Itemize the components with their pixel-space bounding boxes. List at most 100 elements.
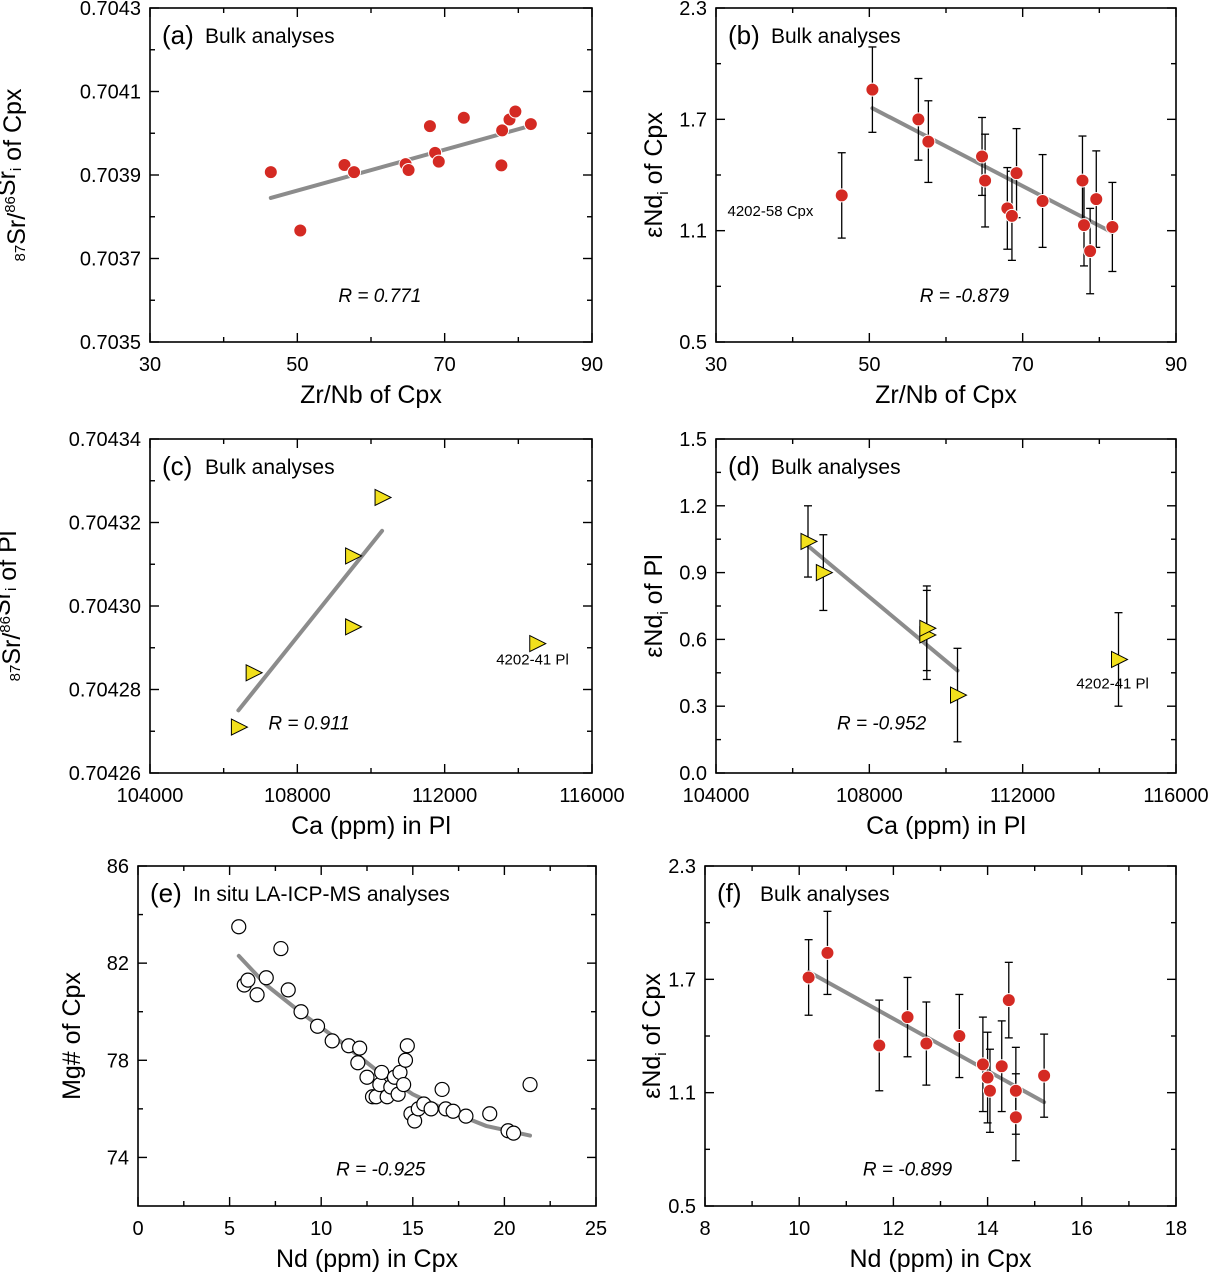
x-axis-label: Zr/Nb of Cpx xyxy=(875,381,1017,409)
y-tick-label: 0.70434 xyxy=(69,429,141,451)
x-tick-label: 10 xyxy=(788,1218,810,1240)
data-point xyxy=(1008,1083,1023,1098)
data-point xyxy=(919,619,937,638)
x-tick-label: 112000 xyxy=(990,785,1055,807)
data-point xyxy=(1111,650,1129,669)
data-point xyxy=(952,1029,967,1043)
y-tick-label: 0.70426 xyxy=(69,763,141,785)
panel-label: (b) xyxy=(728,20,760,50)
data-point xyxy=(1089,192,1104,207)
data-point xyxy=(399,1038,415,1054)
x-tick-label: 16 xyxy=(1071,1218,1093,1240)
x-tick-label: 108000 xyxy=(836,785,903,807)
x-tick-label: 70 xyxy=(1012,354,1034,376)
data-point xyxy=(494,158,509,173)
data-point xyxy=(249,987,265,1003)
x-tick-label: 50 xyxy=(286,354,308,376)
x-tick-label: 108000 xyxy=(264,785,331,807)
x-axis-label: Ca (ppm) in Pl xyxy=(291,812,451,840)
data-point xyxy=(458,1108,474,1124)
correlation-coefficient: R = -0.899 xyxy=(863,1159,953,1180)
y-tick-label: 0.7035 xyxy=(80,332,141,354)
y-tick-label: 1.5 xyxy=(679,429,707,451)
y-tick-label: 0.7037 xyxy=(80,249,141,271)
data-point xyxy=(230,718,249,736)
data-point xyxy=(345,618,363,636)
y-axis-label: εNdi of Pl xyxy=(640,554,672,657)
data-point xyxy=(1105,219,1120,234)
y-tick-label: 0.7041 xyxy=(80,82,141,104)
x-tick-label: 112000 xyxy=(412,785,477,807)
data-point xyxy=(345,547,363,565)
data-point xyxy=(1008,1110,1023,1125)
data-point xyxy=(911,112,926,127)
data-point xyxy=(482,1106,498,1122)
regression-line xyxy=(806,543,960,673)
panel-title: In situ LA-ICP-MS analyses xyxy=(193,883,450,906)
x-tick-label: 10 xyxy=(310,1218,332,1240)
correlation-coefficient: R = -0.952 xyxy=(837,714,927,735)
x-axis-label: Nd (ppm) in Cpx xyxy=(276,1245,458,1273)
data-point xyxy=(975,1057,990,1072)
data-point xyxy=(1035,193,1050,208)
y-tick-label: 82 xyxy=(107,953,129,975)
x-tick-label: 104000 xyxy=(117,785,184,807)
x-tick-label: 70 xyxy=(434,354,456,376)
x-axis-label: Zr/Nb of Cpx xyxy=(300,381,442,409)
y-axis-label-text: 87Sr/86Sri of Pl xyxy=(0,531,26,682)
plot-frame xyxy=(715,438,1177,774)
y-axis-label: 87Sr/86Sri of Cpx xyxy=(0,88,31,261)
x-tick-label: 8 xyxy=(699,1218,710,1240)
data-point xyxy=(820,945,835,960)
data-point xyxy=(900,1010,915,1025)
x-axis-label: Ca (ppm) in Pl xyxy=(866,812,1026,840)
y-axis-label-text: εNdi of Cpx xyxy=(638,973,670,1099)
data-point xyxy=(1037,1068,1052,1083)
y-tick-label: 0.70428 xyxy=(69,680,141,702)
data-point xyxy=(293,1004,309,1020)
y-tick-label: 2.3 xyxy=(668,856,696,878)
correlation-coefficient: R = 0.911 xyxy=(268,714,350,735)
point-annotation: 4202-41 Pl xyxy=(1076,675,1149,692)
y-tick-label: 0.5 xyxy=(679,332,707,354)
data-point xyxy=(401,162,416,177)
plot-frame xyxy=(704,865,1177,1207)
y-tick-label: 86 xyxy=(107,856,129,878)
x-tick-label: 0 xyxy=(132,1218,143,1240)
data-point xyxy=(508,104,523,119)
data-point xyxy=(263,165,278,180)
data-point xyxy=(495,123,510,138)
x-tick-label: 30 xyxy=(139,354,161,376)
data-point xyxy=(422,119,437,134)
y-axis-label-text: εNdi of Pl xyxy=(640,554,672,657)
plot-frame xyxy=(149,438,593,774)
correlation-coefficient: R = -0.925 xyxy=(336,1159,426,1180)
regression-line xyxy=(236,528,385,713)
y-tick-label: 0.7043 xyxy=(80,0,141,20)
point-annotation: 4202-41 Pl xyxy=(496,651,569,668)
data-point xyxy=(456,110,471,125)
data-point xyxy=(240,972,256,988)
panel-label: (c) xyxy=(162,451,192,481)
data-point xyxy=(865,82,880,97)
y-axis-label-text: 87Sr/86Sri of Cpx xyxy=(0,88,31,261)
data-point xyxy=(445,1103,461,1119)
data-point xyxy=(280,982,296,998)
x-tick-label: 20 xyxy=(493,1218,515,1240)
x-tick-label: 25 xyxy=(585,1218,607,1240)
data-point xyxy=(919,1036,934,1051)
panel-title: Bulk analyses xyxy=(205,25,335,48)
point-annotation: 4202-58 Cpx xyxy=(728,203,814,220)
panel-c: 104000 108000 112000 116000 0.70426 0.70428 0.… xyxy=(0,429,625,840)
data-point xyxy=(431,154,446,169)
y-axis-label: εNdi of Cpx xyxy=(638,973,670,1099)
y-axis-label: εNdi of Cpx xyxy=(640,112,672,238)
panel-title: Bulk analyses xyxy=(771,456,901,479)
x-tick-label: 50 xyxy=(858,354,880,376)
plot-frame xyxy=(137,865,597,1207)
y-tick-label: 78 xyxy=(107,1050,129,1072)
y-tick-label: 74 xyxy=(107,1147,129,1169)
data-point xyxy=(978,173,993,188)
panel-d: 104000 108000 112000 116000 0.0 0.3 0.6 0.9 1.2 1… xyxy=(640,429,1209,840)
